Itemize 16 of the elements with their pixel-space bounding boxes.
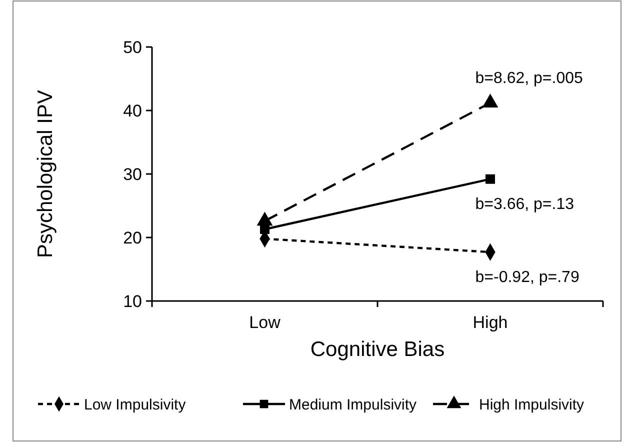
annotation: b=3.66, p=.13 (475, 196, 574, 214)
legend-label: Medium Impulsivity (289, 396, 418, 414)
legend-label: High Impulsivity (479, 396, 585, 414)
annotation: b=8.62, p=.005 (475, 70, 584, 87)
y-axis-title: Psychological IPV (34, 90, 57, 258)
x-tick-label: High (472, 313, 508, 332)
x-axis-title: Cognitive Bias (310, 338, 445, 361)
annotation: b=-0.92, p=.79 (475, 269, 580, 286)
x-tick-label: Low (249, 313, 282, 332)
y-tick-label: 40 (123, 101, 142, 120)
point (486, 174, 495, 184)
y-tick-label: 50 (123, 38, 142, 57)
y-tick-label: 20 (123, 228, 142, 248)
y-tick-label: 10 (123, 292, 142, 311)
y-tick-label: 30 (123, 164, 142, 184)
legend-label: Low Impulsivity (84, 396, 186, 414)
